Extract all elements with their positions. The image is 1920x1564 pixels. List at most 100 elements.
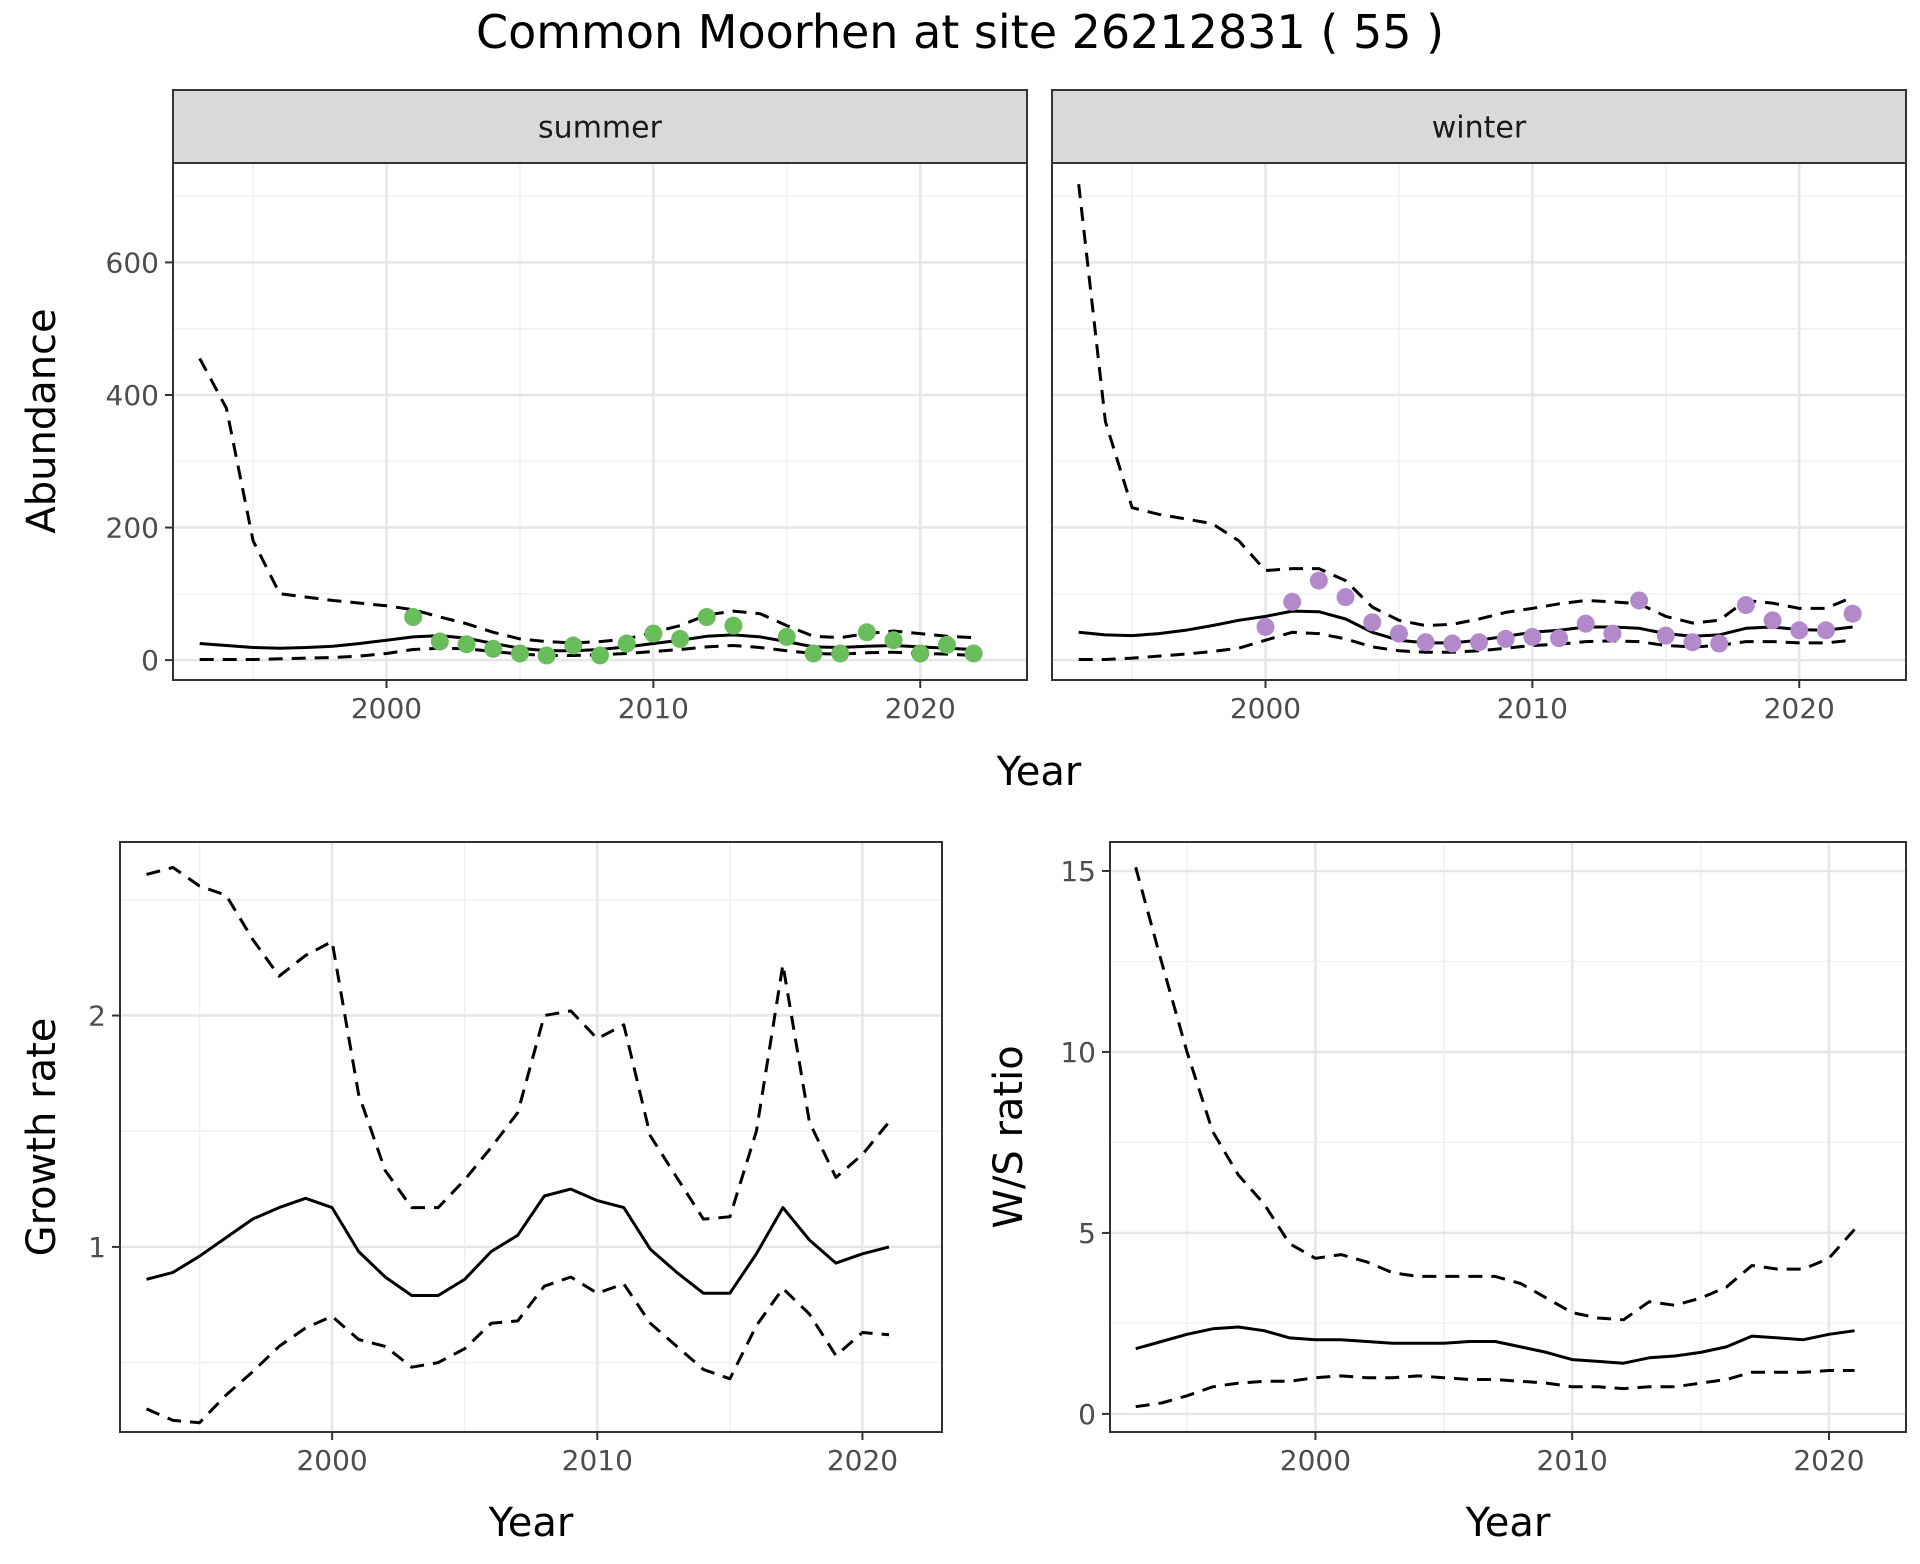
winter-facet-grid [1052, 163, 1906, 680]
summer-facet-data-point [724, 616, 743, 635]
winter-facet-strip-label: winter [1432, 111, 1527, 146]
winter-facet-data-point [1736, 596, 1755, 615]
summer-facet-background [173, 163, 1027, 680]
growth-panel-x-tick-label: 2010 [562, 1444, 633, 1477]
summer-facet-panel-border [172, 162, 1028, 681]
winter-facet-data-point [1389, 624, 1408, 643]
winter-facet-background [1052, 163, 1906, 680]
summer-facet-data-point [964, 644, 983, 663]
ratio-panel-lower-bound-line [1135, 1369, 1855, 1409]
ratio-panel-y-axis-title: W/S ratio [986, 1045, 1032, 1228]
ratio-panel-x-tick-label: 2020 [1793, 1444, 1864, 1477]
summer-facet-data-point [564, 636, 583, 655]
summer-facet-data-point [457, 635, 476, 654]
summer-facet-data-point [591, 646, 609, 665]
growth-panel-x-axis-title: Year [488, 1500, 574, 1546]
summer-facet-data-point [884, 631, 903, 650]
ratio-panel-x-tick-label: 2000 [1280, 1444, 1351, 1477]
summer-facet-y-tick-label: 0 [141, 644, 159, 677]
summer-facet-data-point [697, 608, 716, 627]
ratio-panel-y-tick-label: 15 [1060, 855, 1096, 888]
winter-facet-data-point [1790, 621, 1809, 640]
summer-facet-data-point [430, 632, 449, 651]
winter-facet-fitted-line [1078, 609, 1853, 645]
growth-panel-lower-bound-line [145, 1275, 890, 1425]
summer-facet-data-point [937, 635, 956, 654]
winter-facet-data-point [1630, 591, 1649, 610]
summer-facet-x-tick-label: 2010 [618, 692, 689, 725]
winter-facet-x-tick-label: 2020 [1764, 692, 1835, 725]
ratio-panel-y-tick-label: 0 [1078, 1398, 1096, 1431]
winter-facet-data-point [1283, 592, 1302, 611]
winter-facet-x-tick-label: 2010 [1497, 692, 1568, 725]
ratio-panel-x-tick-label: 2010 [1537, 1444, 1608, 1477]
winter-facet-upper-bound-line [1077, 184, 1854, 628]
winter-facet-data-point [1336, 588, 1355, 607]
ratio-panel-panel-border [1109, 841, 1907, 1433]
winter-facet-data-point [1710, 634, 1729, 653]
growth-panel-background [120, 842, 942, 1432]
ratio-panel-y-tick-label: 5 [1078, 1217, 1096, 1250]
winter-facet-data-point [1763, 611, 1782, 630]
winter-facet-data-point [1363, 613, 1382, 632]
winter-facet-data-point [1416, 633, 1435, 652]
growth-panel-y-tick-label: 2 [88, 1000, 106, 1033]
growth-panel-y-tick-label: 1 [88, 1231, 106, 1264]
winter-facet-data-point [1683, 633, 1702, 652]
winter-facet-data-point [1550, 629, 1569, 648]
winter-facet-data-point [1603, 624, 1622, 643]
summer-facet-y-tick-label: 400 [106, 379, 159, 412]
winter-facet-data-point [1816, 621, 1835, 640]
winter-facet-data-point [1843, 604, 1862, 623]
summer-facet-strip [172, 89, 1028, 164]
summer-facet-strip-label: summer [538, 111, 663, 146]
summer-facet-data-point [617, 634, 636, 653]
summer-facet-data-point [510, 644, 529, 663]
chart-title: Common Moorhen at site 26212831 ( 55 ) [476, 5, 1444, 59]
ratio-panel-x-axis-title: Year [1465, 1500, 1551, 1546]
summer-facet-y-tick-label: 600 [106, 246, 159, 279]
summer-facet-data-point [804, 644, 823, 663]
growth-panel-y-axis-title: Growth rate [19, 1018, 65, 1257]
summer-facet-data-point [857, 623, 876, 642]
winter-facet-x-tick-label: 2000 [1230, 692, 1301, 725]
ratio-panel-y-tick-label: 10 [1060, 1036, 1096, 1069]
summer-facet-data-point [831, 644, 850, 663]
summer-facet-grid [173, 163, 1027, 680]
ratio-panel-upper-bound-line [1134, 866, 1856, 1322]
ratio-panel-fitted-line [1135, 1325, 1855, 1365]
summer-facet-data-point [777, 627, 796, 646]
summer-facet-x-tick-label: 2000 [351, 692, 422, 725]
growth-panel-upper-bound-line [146, 866, 891, 1221]
growth-panel-panel-border [119, 841, 943, 1433]
abundance-x-axis-title: Year [996, 749, 1082, 795]
summer-facet-data-point [671, 629, 690, 648]
summer-facet-data-point [644, 624, 663, 643]
ratio-panel-grid [1110, 842, 1906, 1432]
winter-facet-data-point [1496, 629, 1515, 648]
growth-panel-fitted-line [146, 1187, 890, 1297]
summer-facet-data-point [911, 644, 930, 663]
summer-facet-upper-bound-line [198, 357, 974, 645]
summer-facet-data-point [484, 639, 503, 658]
growth-panel-x-tick-label: 2000 [296, 1444, 367, 1477]
growth-panel-grid [120, 842, 942, 1432]
ratio-panel-background [1110, 842, 1906, 1432]
summer-facet-data-point [404, 608, 423, 627]
summer-facet-data-point [537, 646, 556, 665]
winter-facet-data-point [1523, 627, 1542, 646]
summer-facet-y-tick-label: 200 [106, 512, 159, 545]
growth-panel-x-tick-label: 2020 [827, 1444, 898, 1477]
winter-facet-strip [1051, 89, 1907, 164]
winter-facet-data-point [1576, 614, 1595, 633]
summer-facet-x-tick-label: 2020 [885, 692, 956, 725]
winter-facet-data-point [1656, 626, 1675, 645]
winter-facet-data-point [1309, 571, 1328, 590]
winter-facet-data-point [1256, 617, 1275, 636]
winter-facet-data-point [1443, 634, 1462, 653]
abundance-y-axis-title: Abundance [19, 308, 65, 533]
winter-facet-data-point [1470, 633, 1488, 652]
winter-facet-panel-border [1051, 162, 1907, 681]
